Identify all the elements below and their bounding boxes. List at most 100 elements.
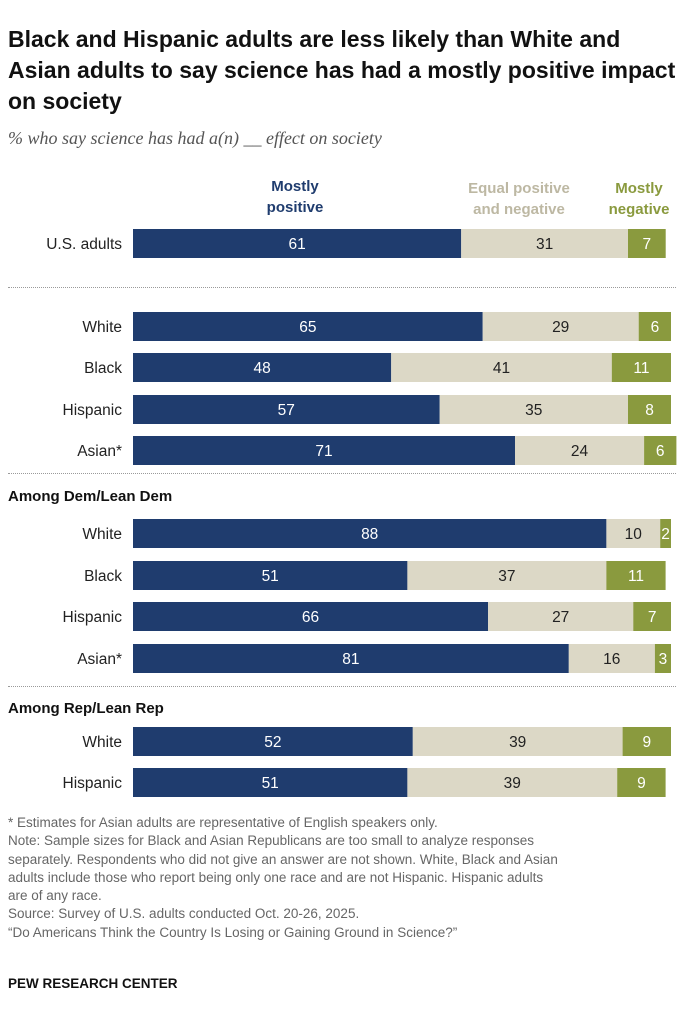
- bar-row: White 65 29 6: [82, 312, 671, 341]
- bar-equal: [407, 561, 607, 590]
- bar-positive: [133, 768, 408, 797]
- footnotes: * Estimates for Asian adults are represe…: [8, 814, 680, 942]
- bar-negative: [644, 436, 677, 465]
- data-label-negative: 2: [661, 526, 670, 543]
- bar-negative: [622, 727, 671, 756]
- bar-positive: [133, 353, 392, 382]
- legend-equal-line1: Equal positive: [468, 180, 570, 197]
- bar-equal: [482, 312, 639, 341]
- data-label-negative: 9: [642, 734, 651, 751]
- data-label-equal: 41: [493, 360, 510, 377]
- data-label-negative: 11: [628, 568, 644, 585]
- bar-negative: [633, 602, 671, 631]
- bar-equal: [391, 353, 612, 382]
- data-label-positive: 48: [253, 360, 270, 377]
- bar-positive: [133, 519, 607, 548]
- legend-negative-line2: negative: [608, 201, 670, 218]
- footnote-note-3: adults include those who report being on…: [8, 869, 544, 885]
- data-label-negative: 7: [648, 609, 657, 626]
- bar-equal: [568, 644, 655, 673]
- data-label-equal: 10: [625, 526, 643, 543]
- row-label: White: [82, 319, 122, 336]
- data-label-negative: 3: [659, 651, 668, 668]
- legend-equal: Equal positive and negative: [452, 178, 586, 220]
- data-label-positive: 51: [262, 568, 279, 585]
- legend-mostly-positive: Mostly positive: [240, 176, 350, 218]
- bar-positive: [133, 312, 483, 341]
- legend-positive-line2: positive: [266, 199, 324, 216]
- data-label-negative: 9: [637, 775, 646, 792]
- bar-negative: [654, 644, 671, 673]
- bar-row: White 88 10 2: [82, 519, 671, 548]
- bar-equal: [439, 395, 628, 424]
- brand-logo-text: PEW RESEARCH CENTER: [8, 976, 178, 991]
- data-label-equal: 24: [571, 443, 589, 460]
- bar-negative: [660, 519, 671, 548]
- data-label-equal: 29: [552, 319, 569, 336]
- bar-row: Asian* 81 16 3: [77, 644, 671, 673]
- data-label-positive: 71: [315, 443, 332, 460]
- footnote-source: Source: Survey of U.S. adults conducted …: [8, 906, 360, 922]
- group-heading-dem: Among Dem/Lean Dem: [8, 488, 173, 505]
- bar-row: Asian* 71 24 6: [77, 436, 677, 465]
- legend-mostly-negative: Mostly negative: [598, 178, 680, 220]
- footnote-note-2: separately. Respondents who did not give…: [8, 851, 558, 867]
- bar-row: Hispanic 66 27 7: [63, 602, 671, 631]
- chart-title: Black and Hispanic adults are less likel…: [8, 26, 676, 114]
- data-label-negative: 6: [656, 443, 665, 460]
- row-label: White: [82, 526, 122, 543]
- row-label: White: [82, 734, 122, 751]
- bar-row: Hispanic 57 35 8: [63, 395, 671, 424]
- bar-row: White 52 39 9: [82, 727, 671, 756]
- row-label: Asian*: [77, 651, 122, 668]
- data-label-positive: 65: [299, 319, 316, 336]
- legend-equal-line2: and negative: [473, 201, 565, 218]
- row-label: Asian*: [77, 443, 122, 460]
- data-label-equal: 31: [536, 236, 553, 253]
- bar-positive: [133, 436, 515, 465]
- data-label-equal: 39: [509, 734, 526, 751]
- bar-row: Hispanic 51 39 9: [63, 768, 666, 797]
- data-label-equal: 27: [552, 609, 569, 626]
- data-label-positive: 52: [264, 734, 281, 751]
- bar-positive: [133, 395, 440, 424]
- footnote-note-1: Note: Sample sizes for Black and Asian R…: [8, 833, 535, 849]
- row-label: Black: [84, 568, 122, 585]
- bar-positive: [133, 727, 413, 756]
- data-label-positive: 81: [342, 651, 359, 668]
- data-label-equal: 39: [504, 775, 521, 792]
- row-label: Hispanic: [63, 402, 123, 419]
- bar-equal: [488, 602, 634, 631]
- footnote-report: “Do Americans Think the Country Is Losin…: [8, 924, 458, 940]
- data-label-equal: 35: [525, 402, 542, 419]
- divider-2: [8, 473, 676, 474]
- bar-negative: [628, 229, 666, 258]
- row-label: U.S. adults: [46, 236, 122, 253]
- data-label-positive: 51: [262, 775, 279, 792]
- divider-3: [8, 686, 676, 687]
- footnote-note-4: are of any race.: [8, 888, 102, 904]
- bar-equal: [515, 436, 645, 465]
- data-label-positive: 57: [278, 402, 295, 419]
- bar-positive: [133, 644, 569, 673]
- chart-subtitle: % who say science has had a(n) __ effect…: [8, 128, 382, 148]
- legend-negative-line1: Mostly: [615, 180, 663, 197]
- bar-equal: [606, 519, 661, 548]
- bar-equal: [412, 727, 623, 756]
- bar-equal: [461, 229, 628, 258]
- data-label-negative: 7: [642, 236, 651, 253]
- data-label-equal: 16: [603, 651, 620, 668]
- bar-positive: [133, 561, 408, 590]
- bar-row: Black 48 41 11: [84, 353, 671, 382]
- bar-negative: [617, 768, 666, 797]
- divider-1: [8, 287, 676, 288]
- data-label-positive: 66: [302, 609, 319, 626]
- data-label-negative: 6: [651, 319, 660, 336]
- row-label: Black: [84, 360, 122, 377]
- bar-positive: [133, 229, 462, 258]
- data-label-negative: 8: [645, 402, 654, 419]
- row-label: Hispanic: [63, 775, 123, 792]
- group-heading-rep: Among Rep/Lean Rep: [8, 700, 164, 717]
- bar-row: U.S. adults 61 31 7: [46, 229, 666, 258]
- legend-positive-line1: Mostly: [271, 178, 319, 195]
